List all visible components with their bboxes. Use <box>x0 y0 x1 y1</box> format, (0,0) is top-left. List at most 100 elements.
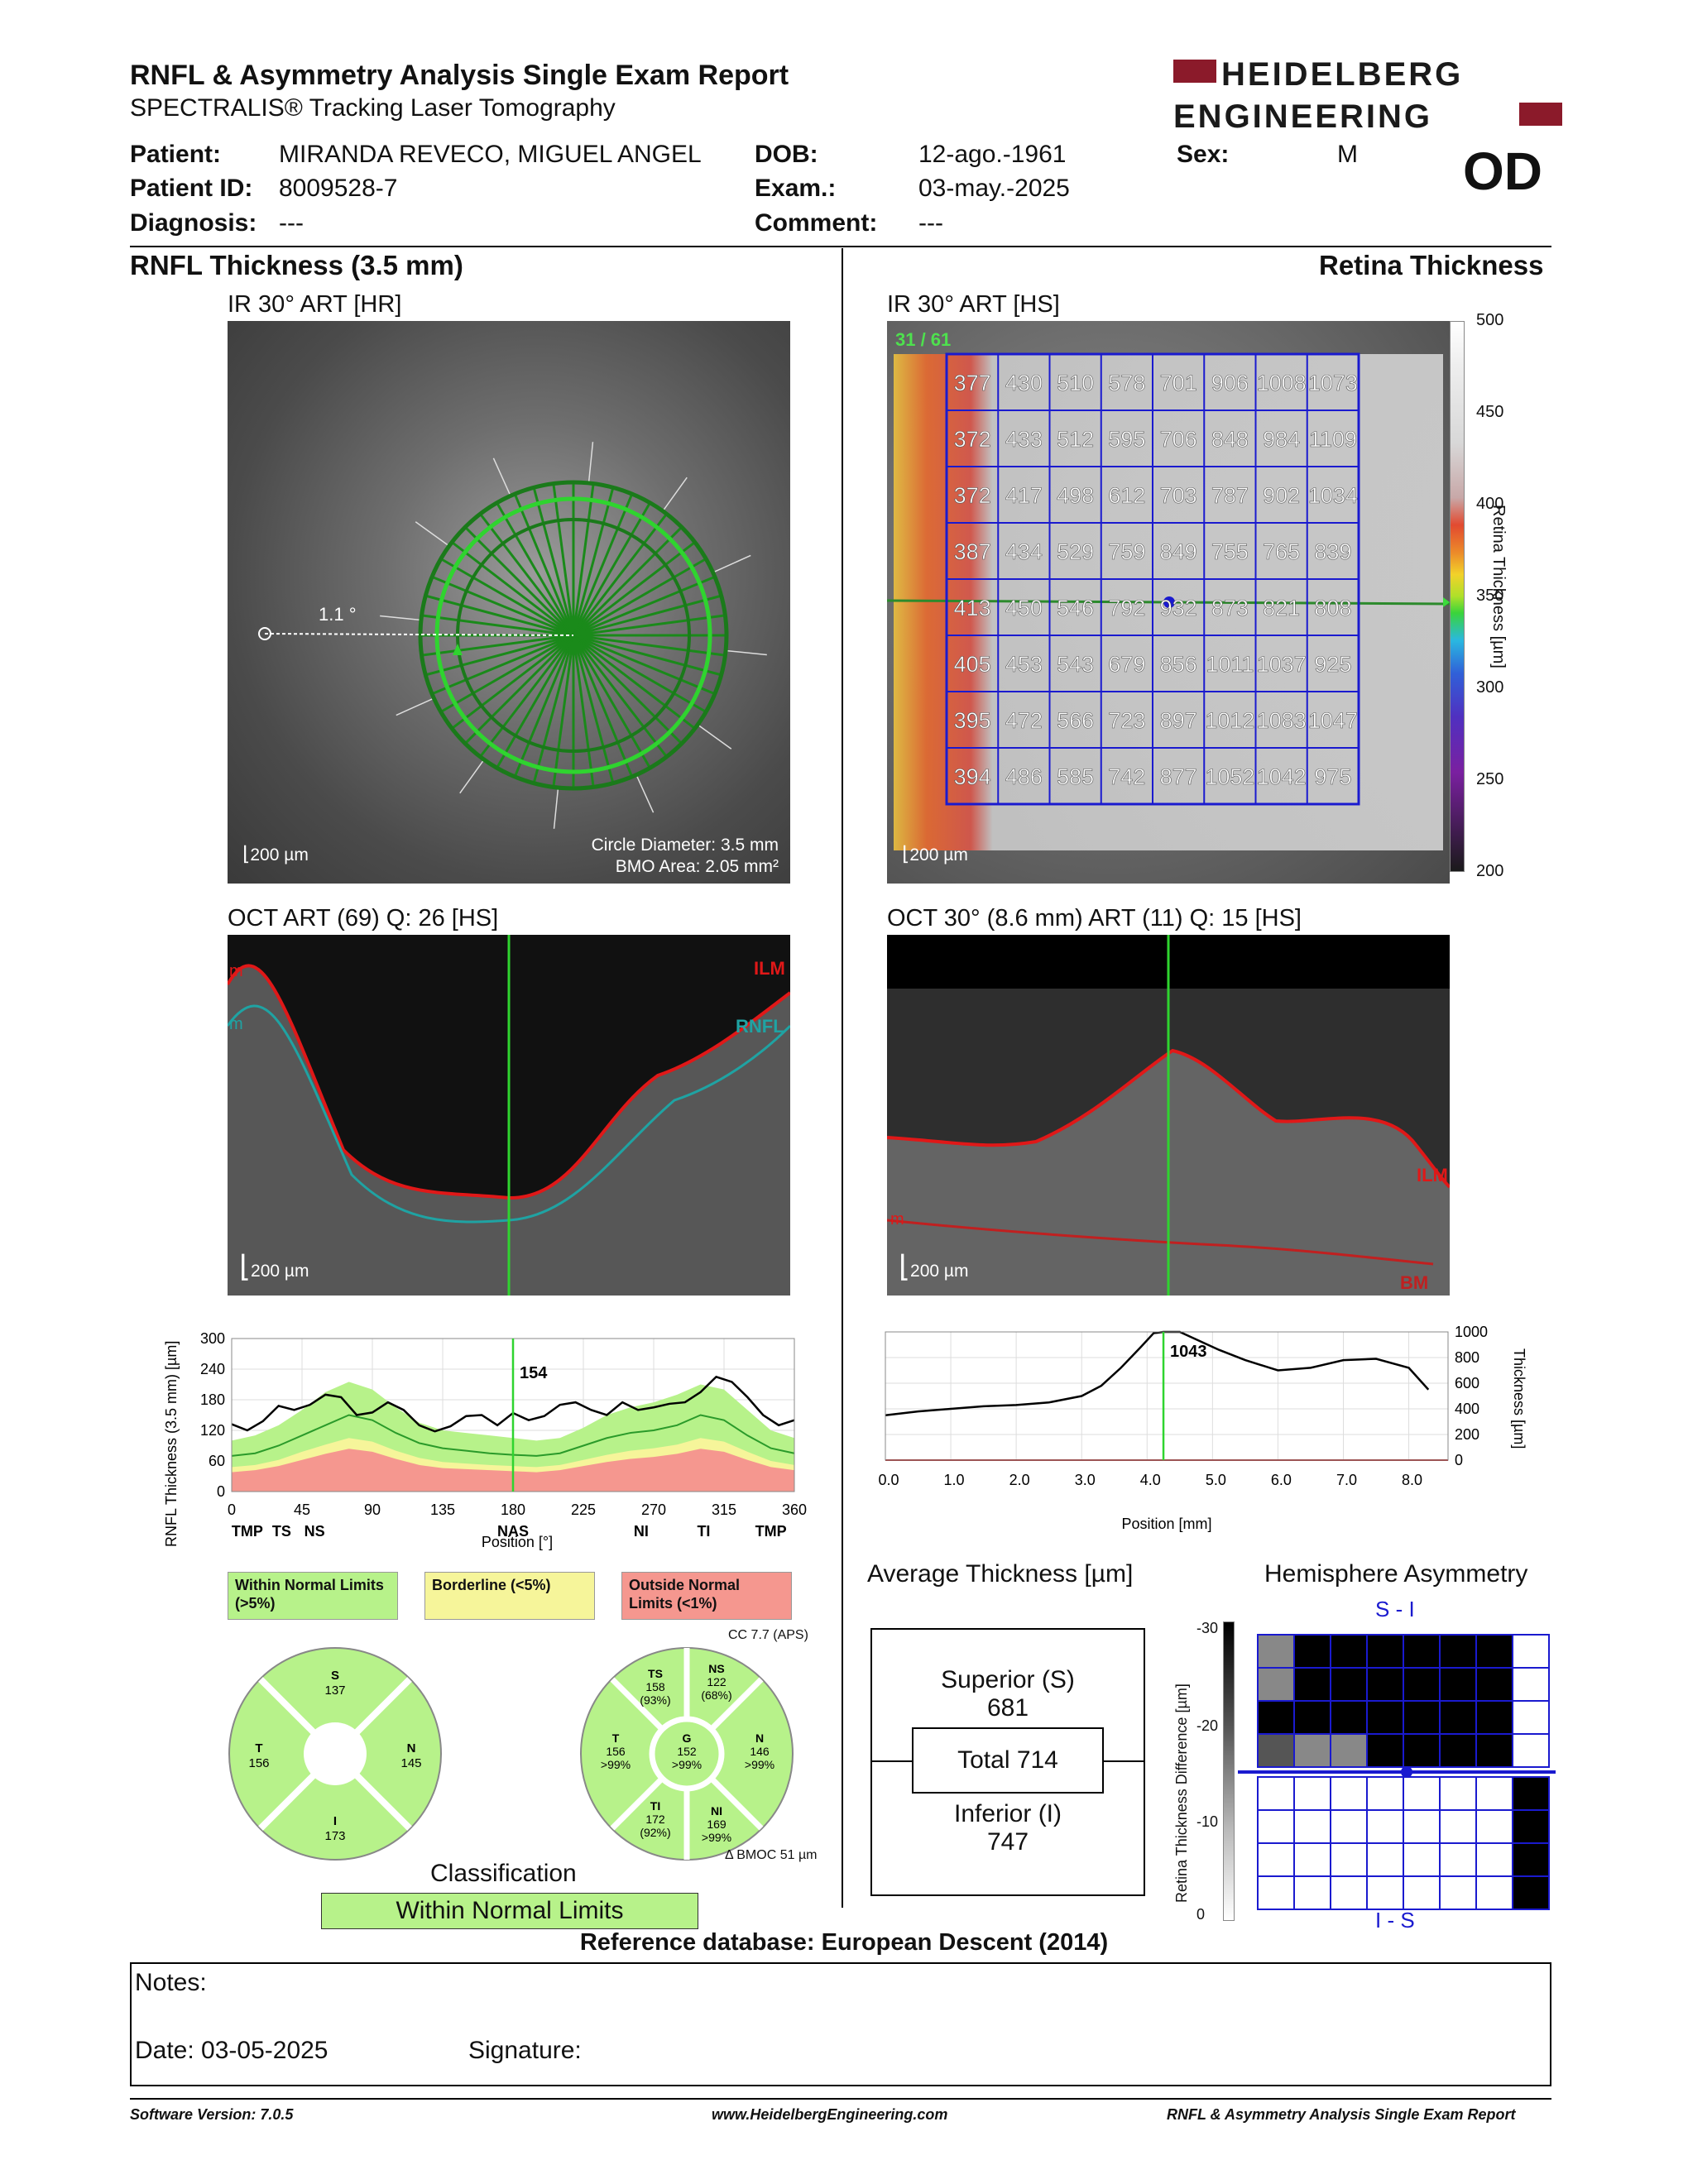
scan-spokes <box>380 442 767 829</box>
fovea-marker <box>258 627 271 640</box>
patient-id-label: Patient ID: <box>130 175 253 202</box>
retina-grid-cell: 849 <box>1160 539 1197 564</box>
scan-spoke <box>532 486 575 636</box>
dob-value: 12-ago.-1961 <box>918 141 1067 168</box>
sector4-t-name: T <box>255 1741 262 1755</box>
website-link[interactable]: www.HeidelbergEngineering.com <box>712 2106 948 2123</box>
scan-spoke <box>424 634 574 677</box>
avg-total: Total 714 <box>912 1727 1104 1794</box>
comment-label: Comment: <box>755 209 878 237</box>
hemi-cell <box>1293 1700 1331 1735</box>
sector6-t-pct: >99% <box>601 1758 631 1771</box>
radial-line <box>396 697 434 716</box>
retina-grid-cell: 434 <box>1005 539 1043 564</box>
retina-grid-cell: 792 <box>1108 596 1145 620</box>
hemi-cell <box>1439 1733 1477 1768</box>
footer-report-title: RNFL & Asymmetry Analysis Single Exam Re… <box>1167 2106 1516 2123</box>
hemi-cell <box>1330 1634 1368 1669</box>
rnfl-oct-label: OCT ART (69) Q: 26 [HS] <box>228 905 499 932</box>
radial-line <box>553 788 559 829</box>
ilm-line <box>228 964 790 1200</box>
retina-grid-cell: 1012 <box>1205 708 1254 733</box>
rnfl-section-title: RNFL Thickness (3.5 mm) <box>130 250 463 280</box>
hemi-asymmetry-grid <box>1238 1634 1556 1910</box>
retina-grid-cell: 1042 <box>1257 764 1307 789</box>
retina-colorbar <box>1450 321 1465 872</box>
sector6-ts-value: 158 <box>645 1680 665 1693</box>
scan-spoke <box>572 502 651 636</box>
hemi-cell <box>1475 1700 1513 1735</box>
colorbar-label: Retina Thickness [µm] <box>1489 505 1508 668</box>
retina-grid-cell: 706 <box>1160 427 1197 452</box>
sector4-i-value: 173 <box>324 1829 345 1843</box>
hemi-cell <box>1403 1667 1441 1702</box>
retina-grid-cell: 848 <box>1211 427 1249 452</box>
radial-line <box>712 554 751 573</box>
retina-ir-scale-bar: ⌊200 µm <box>902 843 968 865</box>
hemi-cell <box>1293 1842 1331 1877</box>
retina-grid-cell: 1047 <box>1308 708 1358 733</box>
sector6-n-pct: >99% <box>745 1758 774 1771</box>
retina-m-label: m <box>890 1210 904 1228</box>
scan-spoke <box>572 635 634 778</box>
rnfl-chart-xlabel: Position [°] <box>482 1534 553 1550</box>
report-subtitle: SPECTRALIS® Tracking Laser Tomography <box>130 94 616 122</box>
sector4-s-name: S <box>331 1669 339 1683</box>
scan-spoke <box>573 614 726 637</box>
hemi-cell <box>1257 1842 1295 1877</box>
scan-counter: 31 / 61 <box>895 329 952 350</box>
retina-grid-cell: 433 <box>1005 427 1043 452</box>
hemi-bottom-label: I - S <box>1375 1908 1415 1933</box>
scan-spoke <box>440 558 574 637</box>
rnfl-chart-ylabel: RNFL Thickness (3.5 mm) [µm] <box>163 1341 180 1547</box>
rnfl-thickness-chart: RNFL Thickness (3.5 mm) [µm] Position [°… <box>163 1330 807 1550</box>
scan-spoke <box>572 634 683 745</box>
hemi-cell <box>1366 1875 1404 1910</box>
scan-direction-arrow <box>1443 597 1450 607</box>
notes-box[interactable] <box>130 1962 1551 2086</box>
retina-chart-ylabel: Thickness [µm] <box>1511 1348 1527 1449</box>
scan-spoke <box>573 634 707 713</box>
classification-result: Within Normal Limits <box>321 1893 698 1929</box>
hemi-cell <box>1512 1667 1550 1702</box>
scan-spoke <box>573 541 696 637</box>
avg-superior-label: Superior (S) <box>941 1666 1075 1693</box>
retina-grid-cell: 703 <box>1160 483 1197 508</box>
rnfl-fundus-image: 1.1 ° ⌊200 µm Circle Diameter: 3.5 mm BM… <box>228 321 790 884</box>
fovea-angle: 1.1 ° <box>319 604 357 625</box>
rnfl-region-label: TI <box>697 1523 710 1540</box>
rnfl-line <box>228 1004 790 1224</box>
retina-xtick: 2.0 <box>1009 1472 1030 1488</box>
avg-superior-value: 681 <box>986 1694 1029 1722</box>
rnfl-xtick: 45 <box>294 1502 310 1518</box>
hemi-cell <box>1439 1776 1477 1811</box>
retina-oct-overlay: ILM BM m <box>887 935 1450 1296</box>
scan-spoke <box>431 634 574 696</box>
hemi-cell <box>1330 1809 1368 1844</box>
sector6-t-name: T <box>612 1731 620 1745</box>
hemi-cell <box>1330 1776 1368 1811</box>
hemi-cell <box>1257 1667 1295 1702</box>
column-divider <box>842 248 843 1908</box>
exam-date: 03-may.-2025 <box>918 175 1070 202</box>
avg-inferior-label: Inferior (I) <box>953 1800 1062 1827</box>
signature-label: Signature: <box>468 2037 582 2064</box>
retina-grid-cell: 578 <box>1108 371 1145 395</box>
hemi-cell <box>1439 1700 1477 1735</box>
retina-thickness-line <box>885 1330 1430 1416</box>
hemi-cell <box>1366 1776 1404 1811</box>
hemi-cell <box>1293 1634 1331 1669</box>
retina-xtick: 1.0 <box>944 1472 965 1488</box>
rnfl-ytick: 240 <box>200 1361 225 1377</box>
hemi-cell <box>1512 1842 1550 1877</box>
radial-line <box>697 724 732 750</box>
radial-line <box>492 457 511 496</box>
rnfl-m-label: m <box>229 1015 243 1033</box>
diagnosis-value: --- <box>279 209 304 237</box>
hemi-cell <box>1330 1667 1368 1702</box>
rnfl-ytick: 0 <box>217 1483 225 1500</box>
radial-line <box>459 759 485 794</box>
retina-marker-value: 1043 <box>1170 1343 1207 1361</box>
retina-grid-cell: 486 <box>1005 764 1043 789</box>
scan-spoke <box>573 634 726 657</box>
